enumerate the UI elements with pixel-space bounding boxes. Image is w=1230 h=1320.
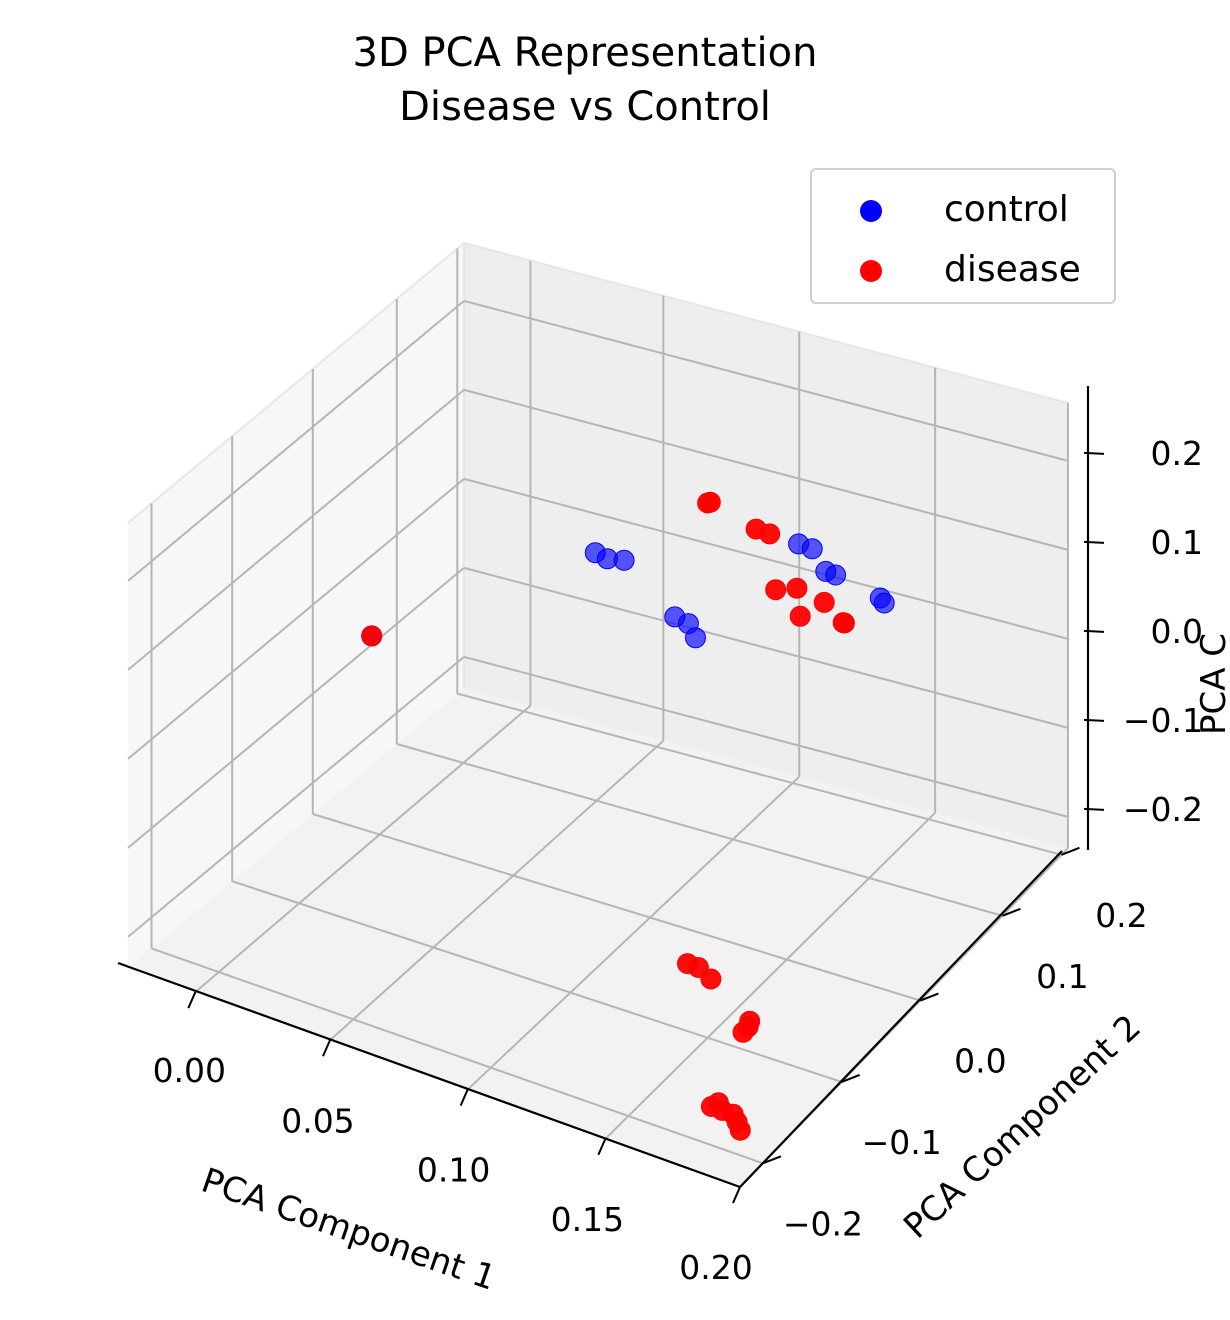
x-grid-floor — [329, 740, 664, 1042]
y-grid-floor — [312, 813, 921, 1002]
x-tick-label: 0.20 — [679, 1248, 752, 1287]
point-disease — [789, 605, 811, 627]
legend-label-disease: disease — [944, 249, 1081, 290]
legend-marker-disease — [860, 260, 882, 282]
y-tick-label: −0.2 — [783, 1204, 863, 1243]
x-tick-label: 0.10 — [417, 1151, 490, 1190]
x-tick-mark — [322, 1039, 331, 1057]
z-grid-back — [463, 655, 1069, 818]
z-grid-back — [463, 566, 1069, 729]
z-grid-back — [463, 388, 1069, 551]
z-tick-label: 0.2 — [1151, 434, 1203, 473]
point-disease — [732, 1021, 754, 1043]
x-tick-mark — [187, 991, 197, 1009]
x-tick-label: 0.05 — [281, 1101, 354, 1140]
point-disease — [765, 579, 787, 601]
z-grid-left — [127, 389, 465, 671]
y-grid-floor — [231, 880, 842, 1083]
z-tick-mark — [1083, 807, 1105, 811]
axis-lines — [117, 386, 1105, 1204]
point-control — [685, 627, 706, 649]
y-tick-mark — [1061, 846, 1080, 856]
z-grid-left — [127, 567, 465, 849]
z-tick-label: 0.0 — [1151, 612, 1203, 651]
x-grid-floor — [604, 812, 936, 1140]
y-tick-label: 0.0 — [954, 1042, 1006, 1081]
y-tick-mark — [762, 1155, 782, 1165]
axis-panes — [127, 241, 1069, 1187]
point-control — [873, 592, 895, 614]
x-tick-label: 0.15 — [551, 1200, 624, 1239]
y-tick-label: 0.2 — [1095, 896, 1147, 935]
point-disease — [813, 591, 835, 613]
legend: control disease — [810, 168, 1116, 304]
x-tick-mark — [732, 1186, 741, 1204]
point-disease — [361, 625, 383, 647]
left-pane — [128, 243, 464, 968]
point-control — [825, 564, 847, 586]
point-control — [613, 549, 635, 571]
point-disease — [759, 523, 781, 545]
z-tick-mark — [1083, 540, 1105, 544]
y-tick-label: −0.1 — [862, 1123, 942, 1162]
y-tick-mark — [920, 992, 939, 1002]
point-disease — [699, 491, 721, 513]
chart-subtitle: Disease vs Control — [399, 84, 771, 130]
z-tick-label: −0.1 — [1123, 701, 1203, 740]
z-grid-left — [127, 300, 465, 582]
x-tick-label: 0.00 — [153, 1051, 226, 1090]
point-disease — [786, 577, 808, 599]
z-tick-mark — [1083, 629, 1105, 633]
y-tick-label: 0.1 — [1036, 957, 1088, 996]
y-grid-floor — [151, 947, 764, 1165]
z-tick-label: 0.1 — [1151, 523, 1203, 562]
grid-lines — [127, 248, 1069, 1188]
z-axis-label: PCA C — [1194, 633, 1230, 735]
z-tick-mark — [1083, 451, 1105, 455]
point-control — [801, 538, 823, 560]
x-grid-floor — [194, 704, 532, 993]
point-disease — [729, 1119, 751, 1141]
z-grid-back — [463, 477, 1069, 640]
z-tick-label: −0.2 — [1123, 790, 1203, 829]
y-axis-line — [739, 850, 1063, 1188]
legend-marker-control — [860, 200, 882, 222]
chart-title: 3D PCA Representation — [352, 30, 818, 76]
y-tick-mark — [841, 1073, 861, 1083]
legend-item-disease: disease — [812, 250, 1114, 290]
z-grid-back — [463, 299, 1069, 462]
x-grid-floor — [466, 776, 800, 1091]
z-grid-left — [127, 478, 465, 760]
point-disease — [700, 968, 722, 990]
floor-pane — [128, 688, 1068, 1187]
y-tick-mark — [1002, 907, 1021, 917]
z-tick-mark — [1083, 718, 1105, 722]
legend-label-control: control — [944, 189, 1069, 230]
x-tick-mark — [459, 1089, 469, 1106]
x-tick-mark — [597, 1138, 607, 1156]
data-points — [361, 491, 895, 1141]
point-disease — [833, 612, 855, 634]
legend-item-control: control — [812, 190, 1114, 230]
tick-labels: 0.000.050.100.150.20−0.2−0.10.00.10.2−0.… — [153, 434, 1203, 1287]
x-axis-line — [117, 961, 741, 1189]
y-grid-floor — [457, 692, 1062, 856]
y-grid-floor — [396, 743, 1003, 917]
z-grid-left — [127, 656, 465, 938]
